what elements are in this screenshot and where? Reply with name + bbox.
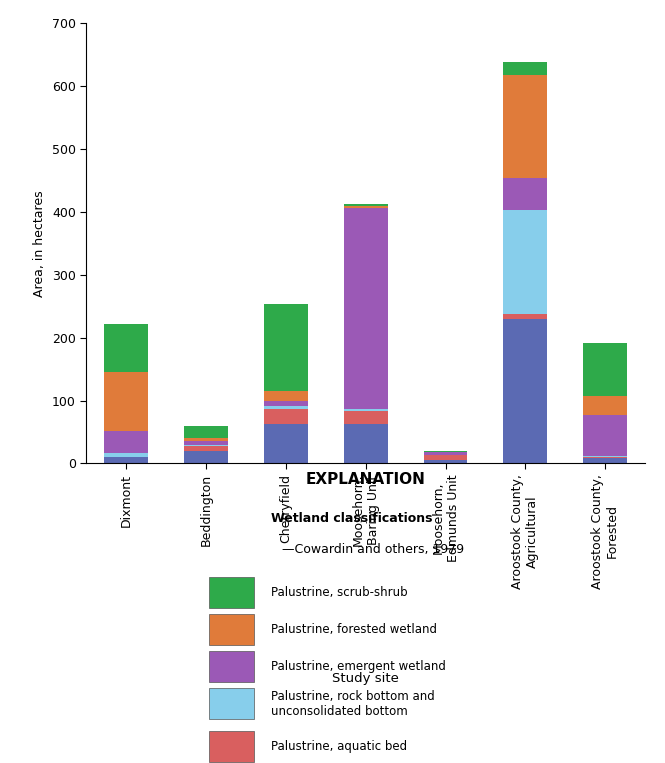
Bar: [184, 445, 228, 446]
Text: EXPLANATION: EXPLANATION: [306, 472, 426, 487]
Text: Palustrine, scrub-shrub: Palustrine, scrub-shrub: [271, 586, 408, 599]
Bar: [184, 446, 228, 451]
FancyBboxPatch shape: [209, 688, 254, 720]
Bar: [503, 179, 547, 210]
Bar: [184, 442, 228, 445]
Bar: [344, 423, 388, 463]
Text: Palustrine, emergent wetland: Palustrine, emergent wetland: [271, 660, 446, 673]
Bar: [344, 204, 388, 206]
Bar: [424, 451, 467, 452]
Bar: [104, 372, 148, 431]
Bar: [424, 460, 467, 463]
Bar: [583, 457, 627, 459]
Bar: [424, 452, 467, 456]
FancyBboxPatch shape: [209, 731, 254, 762]
Text: Palustrine, rock bottom and
unconsolidated bottom: Palustrine, rock bottom and unconsolidat…: [271, 690, 434, 718]
X-axis label: Study site: Study site: [332, 672, 399, 685]
Text: —Cowardin and others, 1979: —Cowardin and others, 1979: [282, 543, 464, 556]
Bar: [264, 401, 308, 406]
Bar: [424, 456, 467, 460]
Bar: [583, 396, 627, 415]
Bar: [344, 206, 388, 208]
FancyBboxPatch shape: [209, 651, 254, 682]
Y-axis label: Area, in hectares: Area, in hectares: [33, 190, 47, 297]
Bar: [104, 453, 148, 456]
Text: Palustrine, forested wetland: Palustrine, forested wetland: [271, 623, 437, 636]
Bar: [583, 459, 627, 463]
Text: Wetland classifications: Wetland classifications: [271, 512, 432, 525]
Bar: [264, 409, 308, 424]
Bar: [184, 451, 228, 463]
Bar: [503, 62, 547, 75]
Bar: [264, 391, 308, 401]
Bar: [184, 438, 228, 442]
Bar: [503, 314, 547, 319]
Bar: [344, 411, 388, 423]
Text: Palustrine, aquatic bed: Palustrine, aquatic bed: [271, 740, 407, 753]
FancyBboxPatch shape: [209, 614, 254, 645]
Bar: [104, 457, 148, 463]
Bar: [583, 415, 627, 456]
Bar: [503, 75, 547, 179]
FancyBboxPatch shape: [209, 577, 254, 608]
Bar: [264, 424, 308, 463]
Bar: [264, 406, 308, 409]
Bar: [344, 208, 388, 410]
Bar: [503, 210, 547, 314]
Bar: [583, 456, 627, 457]
Bar: [264, 304, 308, 391]
Bar: [503, 319, 547, 463]
Bar: [104, 431, 148, 453]
Bar: [344, 410, 388, 411]
Bar: [583, 343, 627, 396]
Bar: [104, 324, 148, 372]
Bar: [184, 426, 228, 438]
